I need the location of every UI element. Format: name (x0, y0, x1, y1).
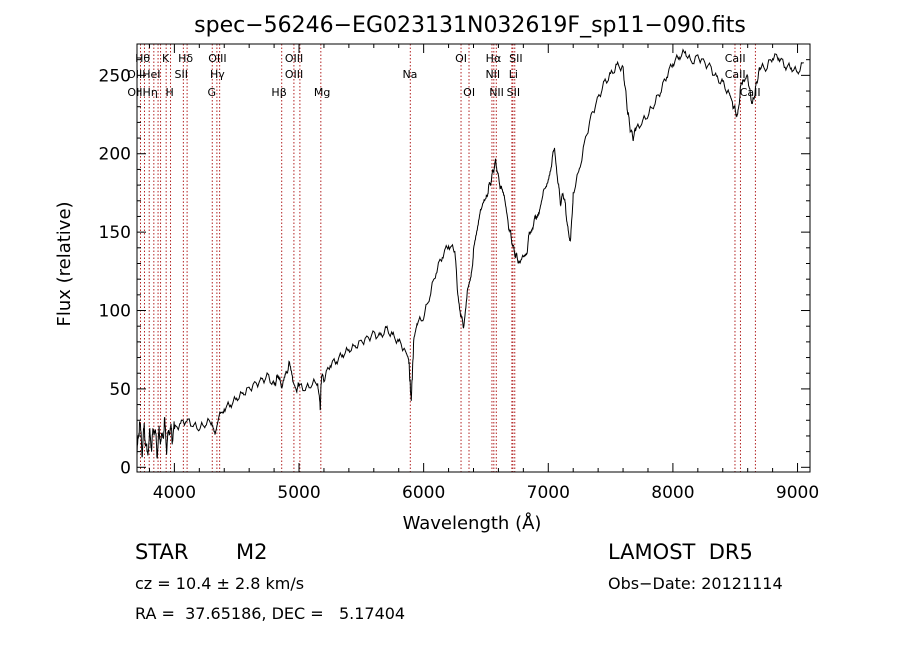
x-tick-label-3: 7000 (527, 483, 570, 503)
x-tick-label-1: 5000 (277, 483, 320, 503)
y-tick-label-5: 250 (99, 66, 131, 86)
x-axis-label: Wavelength (Å) (403, 512, 542, 534)
line-label-3: OIII (208, 52, 226, 65)
line-label-23: NII (489, 86, 504, 99)
line-label-22: OI (463, 86, 475, 99)
line-label-7: SII (509, 52, 522, 65)
spectrum-series (136, 48, 804, 459)
chart-title: spec−56246−EG023131N032619F_sp11−090.fit… (194, 13, 746, 38)
y-tick-label-4: 200 (99, 145, 131, 165)
line-label-11: Hγ (210, 68, 225, 81)
line-label-12: OIII (285, 68, 303, 81)
object-subclass: M2 (236, 540, 268, 564)
x-tick-label-4: 8000 (651, 483, 694, 503)
line-label-20: Mg (314, 86, 330, 99)
line-label-8: CaII (725, 52, 746, 65)
line-label-16: OIIHη (127, 86, 157, 99)
line-label-5: OI (455, 52, 467, 65)
x-tick-label-0: 4000 (153, 483, 196, 503)
spectrum-line-0 (136, 48, 804, 459)
line-label-10: SII (175, 68, 188, 81)
line-label-19: Hβ (271, 86, 286, 99)
x-axis: 4000 5000 6000 7000 8000 9000 (148, 44, 819, 503)
line-label-14: Li (509, 68, 518, 81)
line-label-4: OIII (285, 52, 303, 65)
line-label-18: G (208, 86, 217, 99)
x-tick-label-2: 6000 (402, 483, 445, 503)
y-tick-label-1: 50 (109, 380, 131, 400)
redshift-cz: cz = 10.4 ± 2.8 km/s (135, 574, 305, 593)
y-tick-label-0: 0 (120, 458, 131, 478)
x-tick-label-5: 9000 (776, 483, 819, 503)
line-label-2: Hδ (178, 52, 193, 65)
line-label-0: Hθ (135, 52, 150, 65)
line-label-21: Na (402, 68, 417, 81)
line-label-17: H (166, 86, 174, 99)
line-label-6: Hα (486, 52, 502, 65)
y-tick-label-2: 100 (99, 302, 131, 322)
line-label-24: SII (507, 86, 520, 99)
line-label-1: K (162, 52, 170, 65)
y-axis: 0 50 100 150 200 250 (99, 59, 810, 478)
coordinates: RA = 37.65186, DEC = 5.17404 (135, 604, 406, 623)
survey-name: LAMOST DR5 (608, 540, 753, 564)
observation-date: Obs−Date: 20121114 (608, 574, 783, 593)
y-tick-label-3: 150 (99, 223, 131, 243)
spectral-line-markers (139, 44, 756, 472)
object-class: STAR (135, 540, 189, 564)
line-label-9: OIIHeI (127, 68, 160, 81)
line-label-13: NII (485, 68, 500, 81)
spectral-line-labels: Hθ K Hδ OIII OIII OI Hα SII CaII OIIHeI SII Hγ OIII N… (127, 52, 761, 99)
line-label-15: CaII (725, 68, 746, 81)
y-axis-label: Flux (relative) (54, 201, 75, 326)
